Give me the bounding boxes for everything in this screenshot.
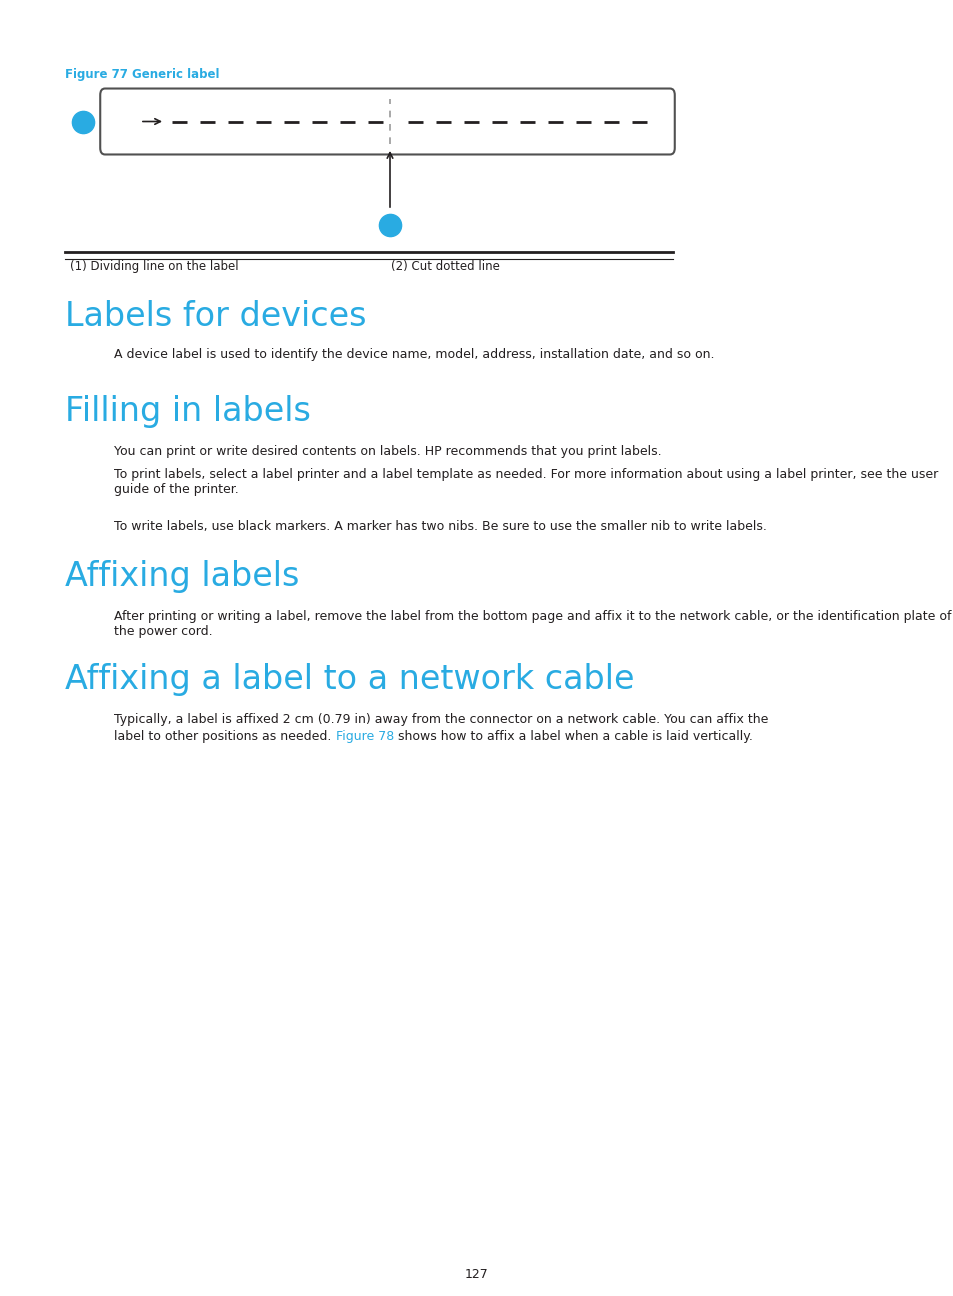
Text: label to other positions as needed.: label to other positions as needed. — [114, 730, 335, 743]
Text: (1) Dividing line on the label: (1) Dividing line on the label — [70, 260, 238, 273]
Text: shows how to affix a label when a cable is laid vertically.: shows how to affix a label when a cable … — [394, 730, 752, 743]
Text: To print labels, select a label printer and a label template as needed. For more: To print labels, select a label printer … — [114, 468, 938, 496]
Text: Filling in labels: Filling in labels — [65, 395, 311, 428]
Text: After printing or writing a label, remove the label from the bottom page and aff: After printing or writing a label, remov… — [114, 610, 951, 638]
Text: Figure 78: Figure 78 — [335, 730, 394, 743]
Text: Affixing a label to a network cable: Affixing a label to a network cable — [65, 664, 634, 696]
Text: 127: 127 — [465, 1267, 488, 1280]
Text: (2) Cut dotted line: (2) Cut dotted line — [391, 260, 499, 273]
Text: Typically, a label is affixed 2 cm (0.79 in) away from the connector on a networ: Typically, a label is affixed 2 cm (0.79… — [114, 713, 768, 726]
Text: To write labels, use black markers. A marker has two nibs. Be sure to use the sm: To write labels, use black markers. A ma… — [114, 520, 766, 533]
Text: Labels for devices: Labels for devices — [65, 299, 366, 333]
Text: You can print or write desired contents on labels. HP recommends that you print : You can print or write desired contents … — [114, 445, 661, 457]
Text: Figure 77 Generic label: Figure 77 Generic label — [65, 67, 219, 80]
Text: Affixing labels: Affixing labels — [65, 560, 299, 594]
Text: A device label is used to identify the device name, model, address, installation: A device label is used to identify the d… — [114, 349, 714, 362]
FancyBboxPatch shape — [100, 88, 674, 154]
